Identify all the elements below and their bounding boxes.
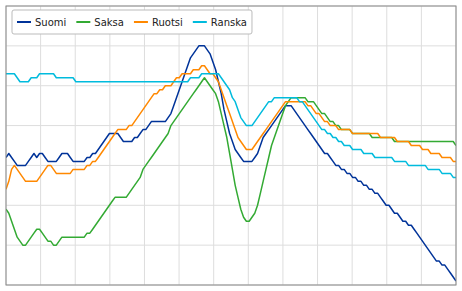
legend-swatch xyxy=(76,21,90,23)
series-line xyxy=(6,46,456,281)
legend-box xyxy=(12,10,252,34)
grid-line-x xyxy=(386,6,387,285)
grid-line-y xyxy=(6,125,456,126)
grid-line-y xyxy=(6,245,456,246)
grid-line-x xyxy=(248,6,249,285)
grid-line-x xyxy=(144,6,145,285)
grid-line-x xyxy=(109,6,110,285)
plot-area xyxy=(6,6,456,285)
grid-line-x xyxy=(421,6,422,285)
grid-line-y xyxy=(6,45,456,46)
chart: Suomi Saksa Ruotsi Ranska xyxy=(0,0,462,291)
plot-frame xyxy=(6,6,456,285)
legend-label: Ruotsi xyxy=(152,17,183,28)
legend-swatch xyxy=(134,21,148,23)
series-line xyxy=(6,74,456,178)
grid-line-x xyxy=(213,6,214,285)
legend-label: Saksa xyxy=(94,17,124,28)
grid-line-y xyxy=(6,85,456,86)
grid-line-x xyxy=(40,6,41,285)
grid-line-x xyxy=(352,6,353,285)
legend-swatch xyxy=(193,21,207,23)
grid xyxy=(6,6,456,285)
legend-label: Suomi xyxy=(35,17,66,28)
grid-line-x xyxy=(317,6,318,285)
grid-line-x xyxy=(179,6,180,285)
legend-label: Ranska xyxy=(211,17,247,28)
grid-line-x xyxy=(282,6,283,285)
series-line xyxy=(6,66,456,190)
series-group xyxy=(6,46,456,281)
legend: Suomi Saksa Ruotsi Ranska xyxy=(12,10,252,34)
legend-swatch xyxy=(17,21,31,23)
series-line xyxy=(6,78,456,245)
grid-line-x xyxy=(75,6,76,285)
